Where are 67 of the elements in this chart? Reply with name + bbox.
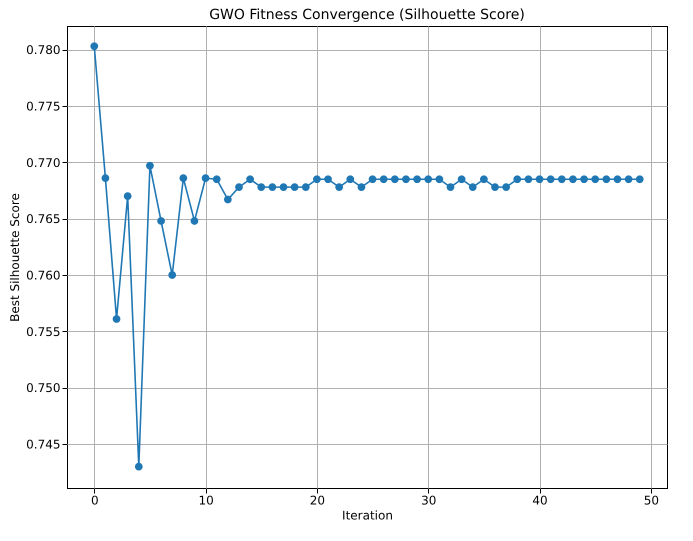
point	[190, 217, 198, 225]
point	[179, 174, 188, 182]
point	[134, 462, 143, 470]
point	[202, 174, 210, 182]
point	[458, 175, 466, 184]
point	[513, 175, 522, 184]
point	[446, 183, 454, 191]
point	[112, 315, 120, 323]
point	[102, 174, 110, 182]
y-tick-label: 0.780	[26, 43, 60, 58]
x-tick-label: 20	[310, 494, 326, 508]
point	[290, 183, 299, 191]
y-axis-title: Best Silhouette Score	[8, 193, 22, 322]
x-tick-label: 30	[421, 494, 436, 508]
point	[268, 183, 276, 191]
point	[636, 175, 644, 184]
point	[390, 175, 399, 184]
point	[624, 175, 632, 184]
point	[368, 175, 376, 184]
point	[257, 183, 266, 191]
point	[468, 183, 477, 191]
point	[480, 175, 488, 184]
point	[346, 175, 354, 184]
point	[302, 183, 310, 191]
point	[90, 42, 98, 50]
point	[246, 175, 254, 184]
x-axis-title: Iteration	[342, 508, 393, 522]
x-tick-label: 0	[90, 494, 99, 508]
y-tick-label: 0.765	[26, 212, 60, 226]
chart-title: GWO Fitness Convergence (Silhouette Score)	[209, 7, 525, 23]
point	[435, 175, 444, 184]
point	[235, 183, 243, 191]
point	[212, 175, 221, 184]
point	[413, 175, 421, 184]
point	[358, 183, 366, 191]
point	[546, 175, 555, 184]
point	[168, 271, 176, 279]
point	[424, 175, 432, 184]
point	[313, 175, 321, 184]
point	[502, 183, 510, 191]
point	[569, 175, 577, 184]
point	[157, 217, 165, 225]
point	[558, 175, 566, 184]
point	[224, 196, 232, 204]
point	[402, 175, 410, 184]
point	[614, 175, 622, 184]
x-tick-label: 40	[532, 494, 548, 508]
point	[591, 175, 600, 184]
point	[380, 175, 388, 184]
point	[524, 175, 532, 184]
point	[335, 183, 344, 191]
y-tick-label: 0.755	[26, 324, 60, 339]
x-tick-label: 10	[198, 494, 214, 508]
x-tick-label: 50	[644, 494, 659, 508]
point	[580, 175, 588, 184]
point	[536, 175, 544, 184]
point	[146, 162, 154, 170]
point	[602, 175, 610, 184]
point	[124, 192, 132, 200]
point	[280, 183, 288, 191]
y-tick-label: 0.750	[26, 381, 60, 396]
y-tick-label: 0.775	[26, 100, 60, 114]
point	[491, 183, 499, 191]
y-tick-label: 0.760	[26, 268, 60, 283]
y-tick-label: 0.745	[26, 438, 60, 452]
point	[324, 175, 332, 184]
y-tick-label: 0.770	[26, 156, 60, 170]
